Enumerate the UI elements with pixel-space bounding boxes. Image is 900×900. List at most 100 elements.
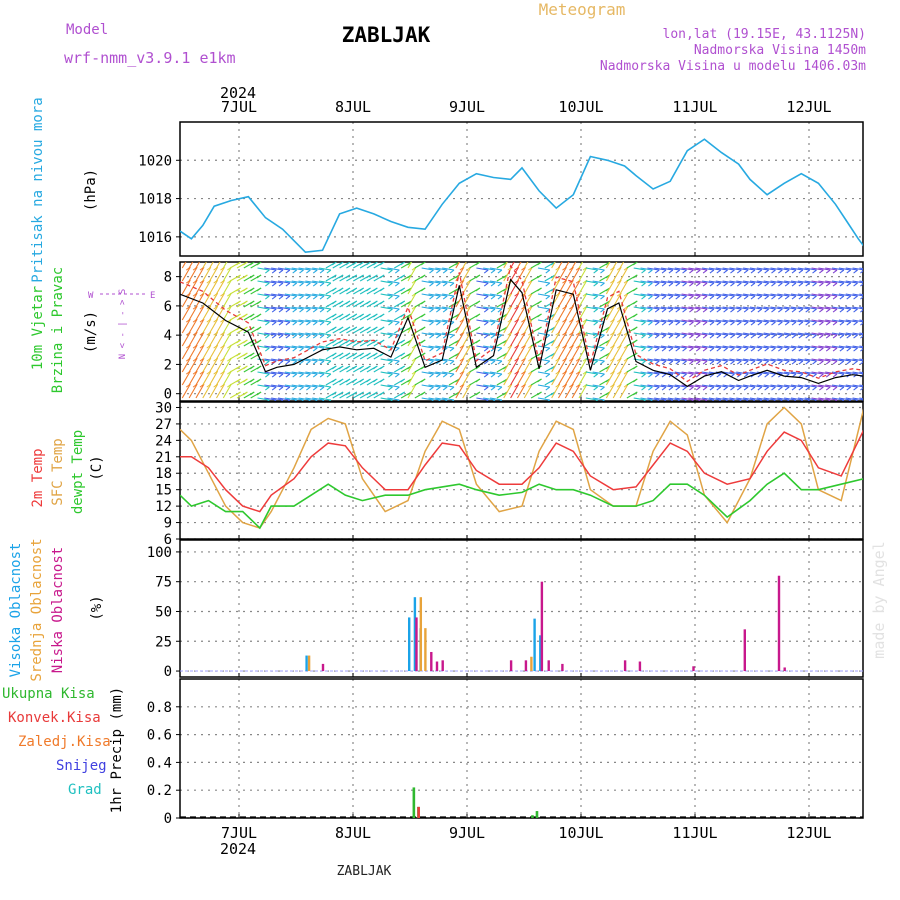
wind-barb [633, 345, 646, 349]
wind-barb [640, 345, 653, 349]
wind-barb [421, 371, 434, 375]
wind-barb-flag [271, 308, 277, 313]
wind-barb [804, 293, 817, 297]
wind-barb-flag [271, 386, 277, 391]
lonlat-label: lon,lat (19.15E, 43.1125N) [663, 27, 867, 42]
wind-barb-flag [716, 295, 722, 300]
wind-barb [825, 306, 838, 310]
wind-barb-flag [326, 269, 332, 274]
wind-barb-flag [825, 386, 831, 391]
wind-barb [421, 345, 434, 349]
wind-barb [264, 267, 277, 271]
wind-barb-flag [798, 373, 804, 378]
wind-barb [298, 280, 311, 284]
precip-bar [417, 806, 420, 818]
wind-barb [708, 332, 721, 336]
wind-barb-flag [373, 300, 378, 305]
wind-barb [188, 266, 198, 282]
wind-barb [688, 267, 701, 271]
wind-barb-flag [475, 262, 481, 266]
wind-barb [462, 279, 472, 295]
wind-barb-flag [338, 274, 344, 279]
wind-barb-flag [429, 334, 434, 339]
compass-w: W [88, 291, 94, 301]
wind-barb-flag [675, 295, 681, 300]
wind-barb-flag [436, 347, 441, 352]
wind-barb-flag [236, 262, 241, 266]
wind-barb-flag [757, 321, 763, 326]
wind-barb [516, 383, 526, 399]
wind-barb-flag [860, 309, 863, 313]
wind-barb [592, 371, 605, 375]
wind-barb-flag [750, 360, 756, 365]
wind-barb-flag [379, 300, 385, 305]
wind-barb [318, 345, 331, 349]
precip-legend-item: Ukupna Kisa [2, 686, 95, 702]
wind-barb [797, 397, 810, 401]
wind-barb-flag [319, 334, 325, 339]
wind-barb [585, 267, 598, 271]
wind-barb [756, 358, 769, 362]
wind-barb-flag [256, 339, 262, 344]
wind-barb [619, 292, 629, 308]
day-label-bottom: 12JUL [786, 824, 831, 842]
wind-barb [654, 332, 667, 336]
wind-barb [708, 384, 721, 388]
sfc-temp-line [180, 406, 863, 529]
wind-barb-flag [711, 399, 715, 401]
wind-barb [305, 345, 318, 349]
wind-barb [804, 345, 817, 349]
wind-barb [695, 384, 708, 388]
wind-barb-flag [420, 262, 426, 266]
wind-barb [777, 306, 790, 310]
wind-barb-flag [345, 352, 351, 357]
wind-barb-flag [675, 386, 681, 391]
wind-barb-flag [805, 347, 810, 352]
wind-barb [804, 306, 817, 310]
wind-barb [674, 345, 687, 349]
wind-barb [715, 384, 728, 388]
wind-barb-flag [784, 295, 790, 300]
y-tick-label: 1018 [138, 192, 172, 208]
wind-barb-flag [825, 269, 831, 274]
wind-barb [476, 384, 489, 388]
wind-barb-flag [632, 313, 638, 318]
wind-barb-flag [243, 339, 248, 344]
wind-barb [818, 293, 831, 297]
wind-barb-flag [400, 274, 406, 279]
wind-barb [312, 293, 325, 297]
wind-barb-flag [332, 300, 337, 305]
wind-barb [503, 266, 513, 282]
wind-barb-flag [825, 334, 831, 339]
wind-barb [674, 332, 687, 336]
wind-barb [715, 267, 728, 271]
wind-barb-flag [855, 399, 858, 401]
wind-barb-flag [812, 295, 817, 300]
wind-barb-flag [545, 295, 551, 300]
wind-barb [489, 267, 502, 271]
y-tick-label: 0 [164, 664, 172, 680]
wind-barb [195, 370, 205, 386]
wind-barb-flag [778, 347, 783, 352]
wind-barb [428, 332, 441, 336]
wind-barb-flag [537, 391, 542, 396]
wind-barb [811, 371, 824, 375]
wind-barb-flag [326, 373, 332, 378]
wind-barb [181, 292, 191, 308]
wind-barb [756, 293, 769, 297]
wind-barb [312, 358, 325, 362]
wind-barb-flag [860, 296, 863, 300]
wind-barb [318, 280, 331, 284]
wind-barb-flag [853, 269, 858, 274]
wind-barb-flag [716, 334, 722, 339]
wind-barb-flag [798, 334, 804, 339]
wind-barb [442, 371, 455, 375]
wind-barb-flag [394, 360, 400, 365]
wind-barb [305, 397, 318, 401]
wind-barb-flag [723, 269, 728, 274]
wind-barb-flag [493, 399, 496, 401]
wind-barb [743, 384, 756, 388]
wind-barb [551, 357, 561, 373]
wind-barb [222, 279, 232, 295]
wind-barb-flag [632, 274, 638, 279]
